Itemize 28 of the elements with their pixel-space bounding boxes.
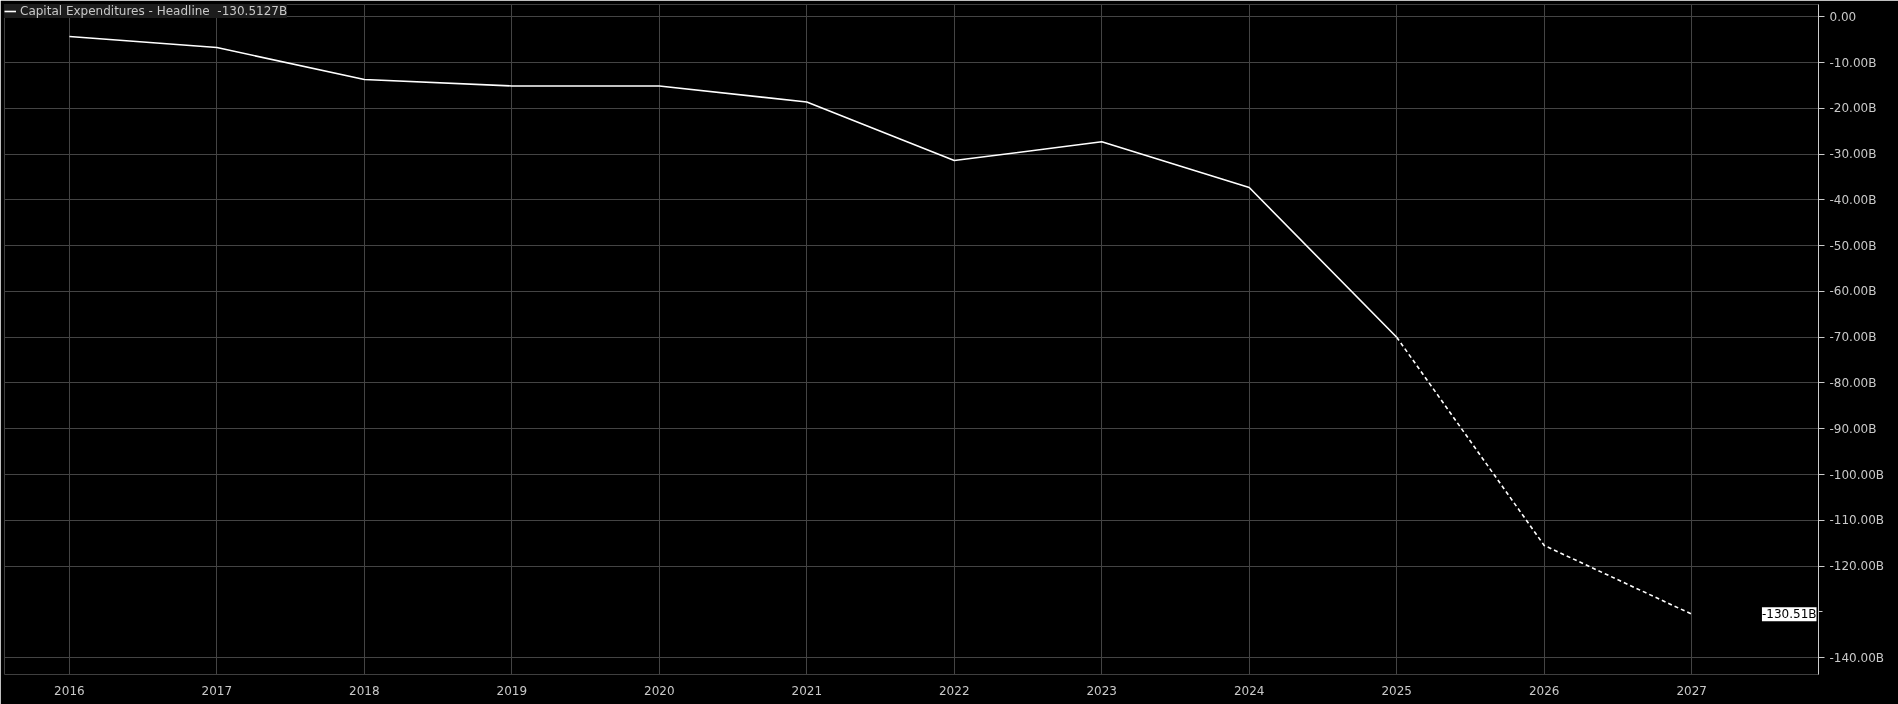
annotation: -130.51B xyxy=(1761,607,1817,622)
y-tick-label: -90.00B xyxy=(1829,421,1877,436)
y-tick-label: -100.00B xyxy=(1829,467,1885,482)
x-tick-label: 2020 xyxy=(644,683,675,698)
y-tick-label: -40.00B xyxy=(1829,192,1877,207)
x-tick-label: 2021 xyxy=(791,683,823,698)
y-tick-label: -50.00B xyxy=(1829,238,1877,253)
x-tick-label: 2027 xyxy=(1676,683,1707,698)
x-tick-label: 2018 xyxy=(349,683,380,698)
x-tick-label: 2025 xyxy=(1381,683,1412,698)
y-tick-label: -110.00B xyxy=(1829,513,1885,528)
y-tick-label: -80.00B xyxy=(1829,375,1877,390)
x-tick-label: 2017 xyxy=(201,683,233,698)
legend-label: Capital Expenditures - Headline -130.5127B xyxy=(20,4,288,18)
y-tick-label: -30.00B xyxy=(1829,147,1877,162)
y-tick-label: -20.00B xyxy=(1829,101,1877,116)
x-tick-label: 2023 xyxy=(1086,683,1118,698)
y-tick-label: -60.00B xyxy=(1829,284,1877,299)
x-tick-label: 2016 xyxy=(54,683,85,698)
y-tick-label: -120.00B xyxy=(1829,559,1885,574)
x-tick-label: 2026 xyxy=(1528,683,1560,698)
x-tick-label: 2019 xyxy=(496,683,528,698)
y-tick-label: -70.00B xyxy=(1829,330,1877,345)
x-tick-label: 2024 xyxy=(1233,683,1265,698)
y-tick-label: 0.00 xyxy=(1829,9,1857,24)
y-tick-label: -10.00B xyxy=(1829,55,1877,70)
y-tick-label: -140.00B xyxy=(1829,650,1885,665)
x-tick-label: 2022 xyxy=(939,683,970,698)
